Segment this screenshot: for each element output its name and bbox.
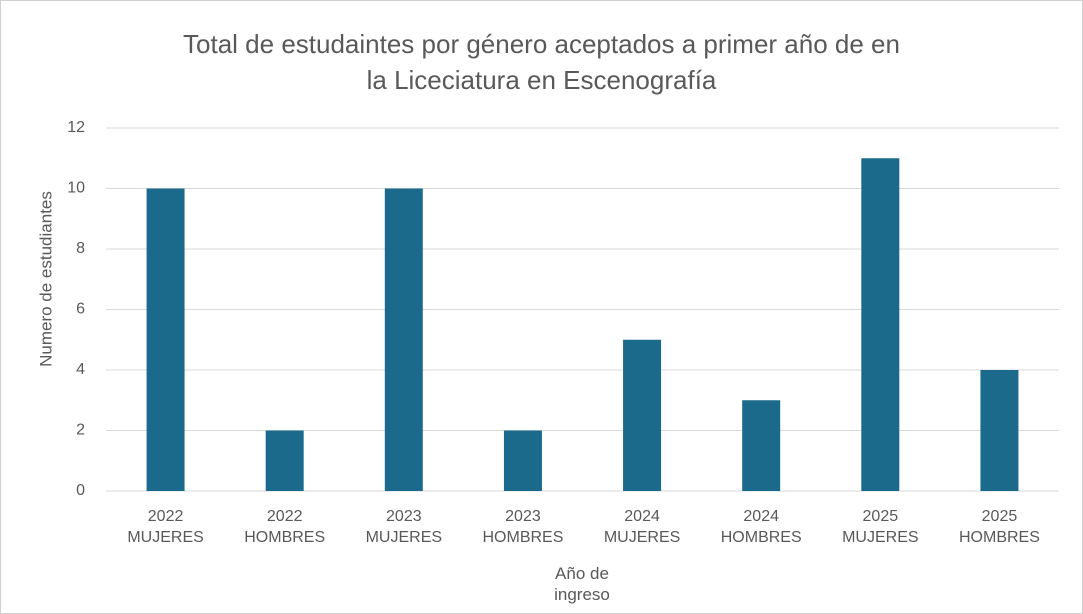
bar	[861, 158, 900, 491]
x-tick-label: 2023 HOMBRES	[482, 508, 564, 546]
y-tick-label: 10	[67, 180, 85, 197]
y-tick-label: 6	[76, 301, 85, 318]
bar	[503, 430, 542, 491]
y-tick-label: 8	[76, 240, 85, 257]
x-tick-label: 2022 MUJERES	[127, 508, 204, 546]
chart-title: Total de estudaintes por género aceptado…	[183, 29, 900, 59]
y-tick-label: 0	[76, 482, 85, 499]
bar	[623, 339, 662, 491]
bar	[265, 430, 304, 491]
bar	[384, 188, 423, 491]
y-tick-label: 2	[76, 422, 85, 439]
x-tick-label: 2024 HOMBRES	[720, 508, 802, 546]
x-tick-label: 2022 HOMBRES	[244, 508, 326, 546]
x-tick-label: 2025 MUJERES	[842, 508, 919, 546]
bar	[742, 400, 781, 491]
bar	[146, 188, 185, 491]
x-tick-label: 2023 MUJERES	[365, 508, 443, 546]
y-tick-label: 12	[67, 119, 85, 136]
x-axis-label: Año de ingreso	[554, 564, 610, 604]
x-tick-label: 2024 MUJERES	[603, 508, 681, 546]
y-tick-label: 4	[76, 361, 85, 378]
y-axis-label: Numero de estudiantes	[36, 191, 55, 367]
x-tick-label: 2025 HOMBRES	[958, 508, 1040, 546]
chart-title: la Liceciatura en Escenografía	[366, 65, 717, 95]
bar	[980, 370, 1019, 491]
